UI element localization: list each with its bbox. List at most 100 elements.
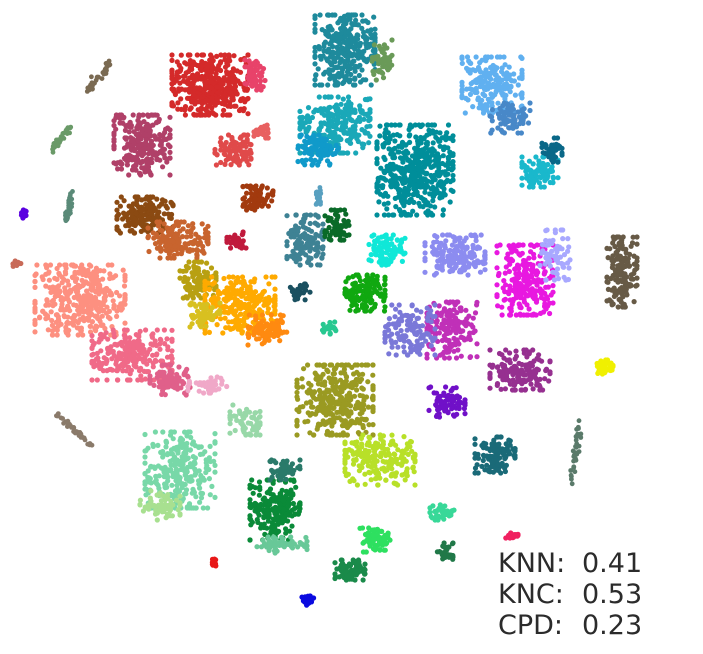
data-point [395,194,401,200]
data-point [380,144,386,150]
data-point [445,409,451,415]
data-point [406,157,412,163]
data-point [208,84,214,90]
data-point [390,321,396,327]
data-point [424,139,430,146]
data-point [513,265,519,271]
data-point [437,171,443,177]
data-point [440,232,446,238]
data-point [333,102,340,108]
data-point [328,62,335,68]
data-point [270,192,276,198]
data-point [411,183,417,189]
data-point [335,214,341,220]
data-point [259,327,265,333]
data-point [396,190,402,196]
data-point [335,208,341,214]
data-point [322,39,328,45]
data-point [530,177,536,183]
data-point [517,289,523,295]
data-point [146,248,152,255]
data-point [470,261,476,267]
data-point [341,237,347,243]
data-point [378,257,384,263]
data-point [225,296,231,302]
data-point [441,190,447,196]
data-point [445,397,451,403]
data-point [450,299,456,305]
data-point [272,322,278,328]
data-point [255,201,261,207]
data-point [386,212,392,218]
cluster-34 [426,384,468,420]
data-point [140,112,146,118]
data-point [345,104,351,110]
data-point [442,344,448,350]
data-point [194,308,201,314]
data-point [501,130,507,136]
data-point [187,52,193,58]
data-point [159,228,165,234]
data-point [567,257,573,263]
data-point [317,262,323,268]
data-point [483,67,489,73]
data-point [167,232,173,238]
data-point [251,202,257,208]
data-point [419,342,425,349]
data-point [331,325,337,331]
data-point [132,155,138,161]
data-point [554,271,560,277]
data-point [312,44,318,51]
data-point [197,85,203,91]
data-point [157,255,163,261]
data-point [326,94,332,100]
data-point [321,44,327,50]
data-point [177,275,183,281]
data-point [224,285,230,291]
data-point [394,331,400,337]
data-point [409,153,415,159]
data-point [347,16,353,22]
data-point [463,235,469,241]
data-point [447,247,453,253]
data-point [485,96,491,102]
data-point [441,319,447,325]
data-point [245,111,251,117]
data-point [126,129,132,135]
data-point [145,151,152,157]
data-point [261,339,267,346]
data-point [136,112,142,118]
data-point [530,184,536,190]
data-point [477,269,484,275]
data-point [154,119,160,125]
cluster-0 [169,52,251,118]
data-point [221,151,227,157]
data-point [246,312,252,318]
data-point [350,82,357,88]
data-point [150,112,156,118]
data-point [415,163,421,170]
data-point [323,150,329,156]
data-point [218,159,224,166]
data-point [231,103,237,109]
data-point [459,60,465,66]
data-point [517,311,523,317]
data-point [198,259,205,265]
data-point [399,258,405,264]
data-point [509,113,516,119]
data-point [523,347,529,353]
data-point [114,216,120,222]
data-point [418,195,424,201]
data-point [368,300,374,306]
data-point [179,234,186,240]
data-point [455,347,461,353]
data-point [218,316,224,322]
data-point [560,264,566,270]
data-point [381,154,387,160]
data-point [398,239,405,245]
data-point [138,172,144,178]
data-point [320,136,326,142]
data-point [156,209,162,215]
data-point [308,212,314,218]
data-point [345,58,351,64]
